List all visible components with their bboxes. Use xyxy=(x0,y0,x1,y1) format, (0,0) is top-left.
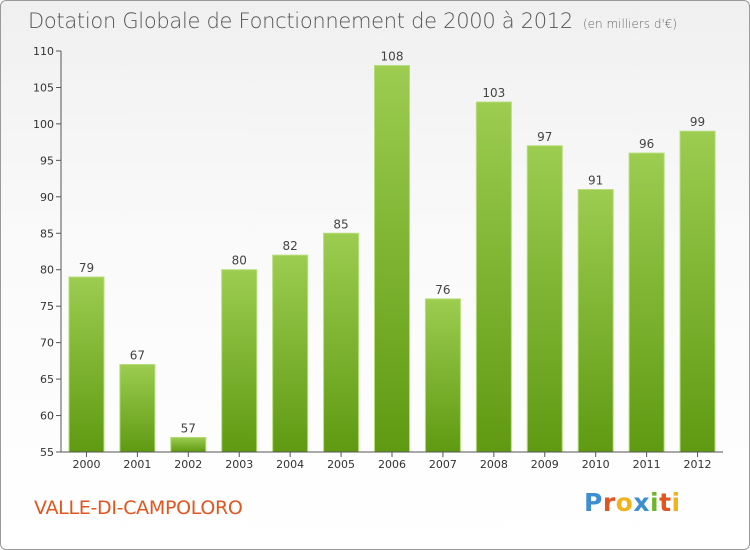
bar xyxy=(526,145,563,453)
bar xyxy=(221,269,258,453)
x-tick-label: 2011 xyxy=(633,458,661,471)
y-tick-label: 100 xyxy=(33,118,54,131)
bar xyxy=(577,189,614,453)
y-tick-label: 80 xyxy=(40,264,54,277)
data-label: 82 xyxy=(283,239,298,253)
y-tick-label: 90 xyxy=(40,191,54,204)
y-tick-label: 70 xyxy=(40,337,54,350)
logo-letter: i xyxy=(650,488,660,517)
x-tick-label: 2005 xyxy=(327,458,355,471)
y-tick-label: 110 xyxy=(33,45,54,58)
data-label: 79 xyxy=(79,261,94,275)
data-label: 97 xyxy=(537,130,552,144)
data-label: 103 xyxy=(482,86,505,100)
y-tick-label: 65 xyxy=(40,373,54,386)
x-tick-label: 2002 xyxy=(174,458,202,471)
y-tick-label: 95 xyxy=(40,154,54,167)
bar xyxy=(323,232,360,453)
x-tick-label: 2009 xyxy=(531,458,559,471)
bar xyxy=(119,364,156,453)
bar xyxy=(424,298,461,453)
bar xyxy=(68,276,105,453)
bar xyxy=(272,254,309,453)
bar xyxy=(475,101,512,453)
data-label: 80 xyxy=(232,254,247,268)
logo-letter: i xyxy=(671,488,681,517)
data-label: 57 xyxy=(181,421,196,435)
logo-letter: P xyxy=(584,488,603,517)
y-tick-label: 75 xyxy=(40,300,54,313)
chart-title: Dotation Globale de Fonctionnement de 20… xyxy=(28,9,677,33)
chart-unit: (en milliers d'€) xyxy=(582,17,678,31)
logo-letter: x xyxy=(633,488,650,517)
x-tick-label: 2010 xyxy=(582,458,610,471)
data-label: 108 xyxy=(381,50,404,64)
x-tick-label: 2000 xyxy=(72,458,100,471)
data-label: 85 xyxy=(333,217,348,231)
logo-letter: o xyxy=(615,488,634,517)
data-label: 96 xyxy=(639,137,654,151)
y-tick-label: 55 xyxy=(40,446,54,459)
data-label: 99 xyxy=(690,115,705,129)
data-label: 91 xyxy=(588,174,603,188)
data-label: 76 xyxy=(435,283,450,297)
bar xyxy=(628,152,665,453)
x-tick-label: 2008 xyxy=(480,458,508,471)
x-tick-label: 2003 xyxy=(225,458,253,471)
x-tick-label: 2007 xyxy=(429,458,457,471)
x-tick-label: 2006 xyxy=(378,458,406,471)
bar xyxy=(170,436,207,453)
x-tick-label: 2004 xyxy=(276,458,304,471)
y-tick-label: 60 xyxy=(40,410,54,423)
y-tick-label: 85 xyxy=(40,227,54,240)
x-tick-label: 2012 xyxy=(684,458,712,471)
bar xyxy=(679,130,716,453)
proxiti-logo: Proxiti xyxy=(584,488,681,517)
logo-letter: t xyxy=(659,488,672,517)
chart-title-text: Dotation Globale de Fonctionnement de 20… xyxy=(28,9,573,33)
bar xyxy=(374,65,410,453)
commune-name: VALLE-DI-CAMPOLORO xyxy=(34,497,243,519)
y-tick-label: 105 xyxy=(33,81,54,94)
data-label: 67 xyxy=(130,349,145,363)
x-tick-label: 2001 xyxy=(123,458,151,471)
logo-letter: r xyxy=(602,488,616,517)
